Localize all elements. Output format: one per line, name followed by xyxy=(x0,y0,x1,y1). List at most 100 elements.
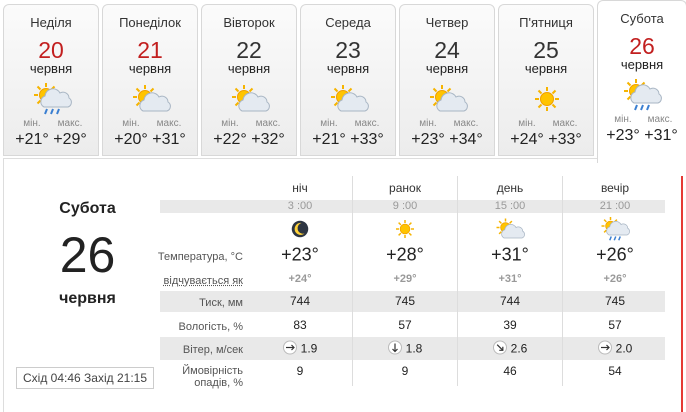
period: ніч xyxy=(292,181,308,195)
min-temp: +23° xyxy=(606,127,640,144)
row-value: 39 xyxy=(458,318,562,332)
max-temp: +31° xyxy=(152,131,186,148)
sun-times: Схід 04:46 Захід 21:15 xyxy=(16,367,154,389)
value: 2.0 xyxy=(615,341,633,356)
min-temp: +21° xyxy=(15,131,49,148)
period-icon xyxy=(458,217,562,241)
temps: +20° +31° xyxy=(103,131,197,149)
temps: +23° +31° xyxy=(598,127,686,145)
month: червня xyxy=(227,61,271,76)
detail-month: червня xyxy=(59,290,116,307)
value: 744 xyxy=(289,294,311,308)
month: червня xyxy=(29,61,73,76)
column-divider xyxy=(562,176,563,386)
row-value: 745 xyxy=(353,294,457,308)
value: 2.6 xyxy=(510,341,528,356)
day-tab-active[interactable]: Субота 26 червня мін. макс. +23° +31° xyxy=(597,0,686,163)
value: +23° xyxy=(281,244,319,265)
max-temp: +33° xyxy=(350,131,384,148)
time: 3 :00 xyxy=(287,200,313,212)
row-value: 2.6 xyxy=(458,340,562,356)
min-label: мін. xyxy=(122,118,140,129)
value: +28° xyxy=(386,244,424,265)
row-value: 2.0 xyxy=(563,340,667,356)
date: 20 xyxy=(38,37,64,63)
weekday: Середа xyxy=(325,15,371,30)
detail-weekday: Субота xyxy=(59,200,116,217)
value: +26° xyxy=(603,273,627,285)
month: червня xyxy=(620,57,664,72)
sunset-label: Захід xyxy=(84,371,114,385)
month: червня xyxy=(524,61,568,76)
row-value: 9 xyxy=(248,364,352,378)
value: 54 xyxy=(608,364,622,378)
day-tab[interactable]: Понеділок 21 червня мін. макс. +20° +31° xyxy=(102,4,198,156)
value: 83 xyxy=(293,318,307,332)
temps: +23° +34° xyxy=(400,131,494,149)
value: +29° xyxy=(393,273,417,285)
min-temp: +20° xyxy=(114,131,148,148)
weekday: Неділя xyxy=(30,15,72,30)
weekday: Четвер xyxy=(425,15,469,30)
row-value: +29° xyxy=(353,273,457,285)
row-label: Ймовірність опадів, % xyxy=(182,365,243,389)
date: 25 xyxy=(533,37,559,63)
weather-icon xyxy=(390,217,420,241)
value: 9 xyxy=(296,364,304,378)
min-label: мін. xyxy=(518,118,536,129)
period-icon xyxy=(248,217,352,241)
row-label: Температура, °С xyxy=(157,251,243,263)
max-temp: +32° xyxy=(251,131,285,148)
date: 23 xyxy=(335,37,361,63)
day-tab[interactable]: Неділя 20 червня мін. макс. +21° +29° xyxy=(3,4,99,156)
row-label: Тиск, мм xyxy=(199,297,243,309)
value: 46 xyxy=(503,364,517,378)
month: червня xyxy=(425,61,469,76)
value: +31° xyxy=(491,244,529,265)
max-label: макс. xyxy=(453,118,479,129)
row-band xyxy=(160,200,665,213)
weekday: Вівторок xyxy=(223,15,275,30)
value: 39 xyxy=(503,318,517,332)
weather-icon xyxy=(285,217,315,241)
row-value: 54 xyxy=(563,364,667,378)
weather-icon xyxy=(600,217,630,241)
row-value: 745 xyxy=(563,294,667,308)
wind-arrow xyxy=(597,340,612,355)
temps: +24° +33° xyxy=(499,131,593,149)
row-value: 1.8 xyxy=(353,340,457,356)
day-tab[interactable]: Четвер 24 червня мін. макс. +23° +34° xyxy=(399,4,495,156)
day-tab[interactable]: Середа 23 червня мін. макс. +21° +33° xyxy=(300,4,396,156)
month: червня xyxy=(128,61,172,76)
value: 57 xyxy=(398,318,412,332)
period: вечір xyxy=(600,181,630,195)
period-icon xyxy=(563,217,667,241)
value: 57 xyxy=(608,318,622,332)
time: 9 :00 xyxy=(392,200,418,212)
max-temp: +29° xyxy=(53,131,87,148)
min-label: мін. xyxy=(419,118,437,129)
row-value: 9 xyxy=(353,364,457,378)
value: 1.8 xyxy=(405,341,423,356)
max-label: макс. xyxy=(255,118,281,129)
day-tab[interactable]: Вівторок 22 червня мін. макс. +22° +32° xyxy=(201,4,297,156)
period-icon xyxy=(353,217,457,241)
weather-icon xyxy=(495,217,525,241)
row-value: +26° xyxy=(563,273,667,285)
value: 745 xyxy=(604,294,626,308)
min-label: мін. xyxy=(221,118,239,129)
min-temp: +21° xyxy=(312,131,346,148)
wind-arrow xyxy=(387,340,402,355)
value: 744 xyxy=(499,294,521,308)
day-tab[interactable]: П'ятниця 25 червня мін. макс. +24° +33° xyxy=(498,4,594,156)
date: 24 xyxy=(434,37,460,63)
value: 1.9 xyxy=(300,341,318,356)
row-value: 744 xyxy=(458,294,562,308)
value: +31° xyxy=(498,273,522,285)
value: 9 xyxy=(401,364,409,378)
date: 26 xyxy=(629,33,655,59)
row-value: +28° xyxy=(353,245,457,266)
time: 15 :00 xyxy=(494,200,526,212)
